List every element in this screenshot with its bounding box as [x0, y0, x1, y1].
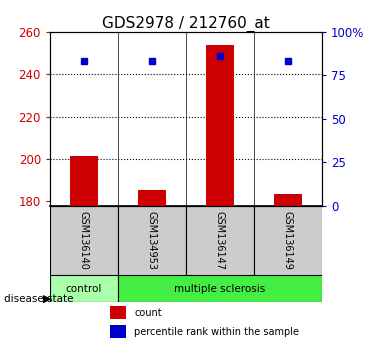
Bar [110, 325, 126, 338]
Text: percentile rank within the sample: percentile rank within the sample [134, 326, 299, 337]
Bar [186, 206, 254, 275]
Text: ▶: ▶ [43, 294, 51, 304]
Bar [274, 194, 302, 206]
Bar [110, 306, 126, 319]
Text: disease state: disease state [4, 294, 73, 304]
Bar [118, 275, 322, 302]
Bar [50, 275, 118, 302]
Title: GDS2978 / 212760_at: GDS2978 / 212760_at [102, 16, 270, 32]
Bar [138, 190, 165, 206]
Text: multiple sclerosis: multiple sclerosis [174, 284, 266, 293]
Bar [70, 156, 98, 206]
Text: GSM136140: GSM136140 [79, 211, 89, 270]
Text: control: control [66, 284, 102, 293]
Bar [254, 206, 322, 275]
Text: count: count [134, 308, 162, 318]
Bar [206, 45, 233, 206]
Text: GSM134953: GSM134953 [147, 211, 157, 270]
Bar [118, 206, 186, 275]
Text: GSM136149: GSM136149 [283, 211, 293, 270]
Text: GSM136147: GSM136147 [215, 211, 225, 270]
Bar [50, 206, 118, 275]
